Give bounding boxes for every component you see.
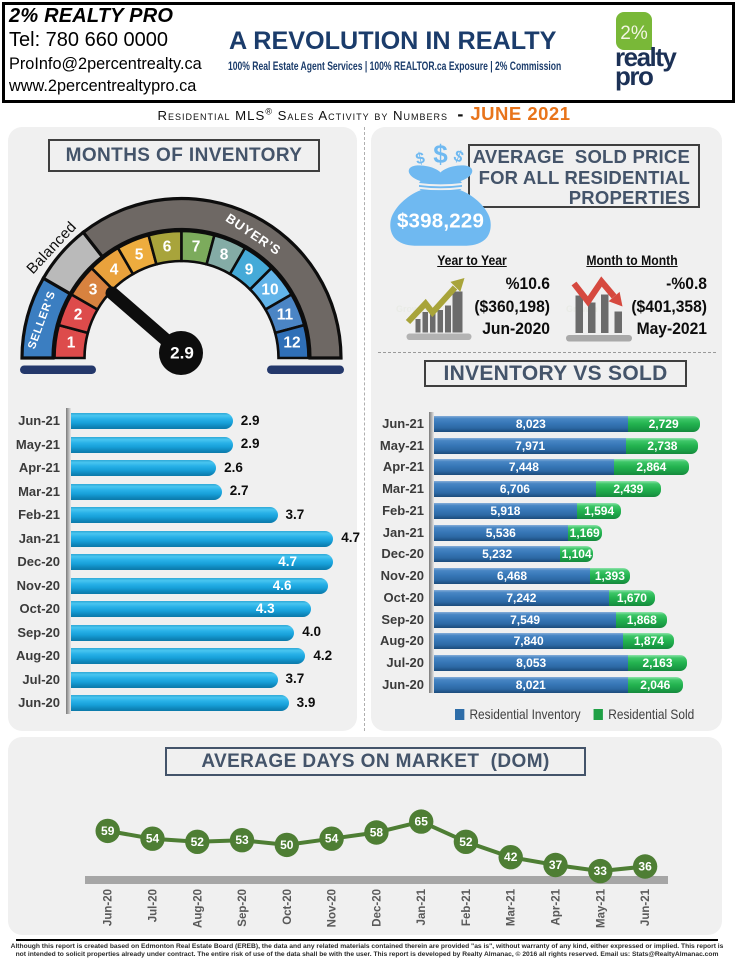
svg-text:Apr-21: Apr-21 <box>551 888 563 925</box>
svg-text:May-21: May-21 <box>595 888 607 928</box>
svg-text:8: 8 <box>220 247 229 264</box>
svg-text:6: 6 <box>163 239 172 256</box>
svg-text:7: 7 <box>192 239 201 256</box>
svg-text:54: 54 <box>146 832 160 846</box>
svg-text:2.9: 2.9 <box>170 344 194 363</box>
svg-text:Jun-21: Jun-21 <box>640 888 652 926</box>
svg-text:5: 5 <box>135 247 144 264</box>
svg-text:58: 58 <box>370 825 384 839</box>
svg-text:Jan-21: Jan-21 <box>416 888 428 925</box>
svg-text:36: 36 <box>638 860 652 874</box>
svg-text:33: 33 <box>594 864 608 878</box>
svg-text:$: $ <box>414 150 426 168</box>
svg-text:1: 1 <box>67 335 76 352</box>
svg-text:Growth: Growth <box>396 304 428 314</box>
svg-text:Nov-20: Nov-20 <box>327 889 339 927</box>
svg-text:65: 65 <box>415 815 429 829</box>
svg-text:10: 10 <box>261 282 278 299</box>
svg-text:$: $ <box>433 139 448 169</box>
svg-text:52: 52 <box>459 835 473 849</box>
svg-text:37: 37 <box>549 858 563 872</box>
svg-text:9: 9 <box>245 262 254 279</box>
svg-text:Jul-20: Jul-20 <box>148 889 160 922</box>
svg-text:54: 54 <box>325 832 339 846</box>
svg-text:52: 52 <box>191 835 205 849</box>
svg-text:Dec-20: Dec-20 <box>371 889 383 927</box>
svg-text:$398,229: $398,229 <box>397 210 484 233</box>
svg-text:Sep-20: Sep-20 <box>237 889 249 927</box>
svg-text:42: 42 <box>504 850 518 864</box>
svg-text:50: 50 <box>280 838 294 852</box>
svg-text:59: 59 <box>101 824 115 838</box>
svg-text:Oct-20: Oct-20 <box>282 889 294 925</box>
svg-text:3: 3 <box>89 282 98 299</box>
svg-text:2: 2 <box>74 307 83 324</box>
svg-text:11: 11 <box>277 307 294 324</box>
svg-text:Feb-21: Feb-21 <box>461 888 473 926</box>
svg-text:Jun-20: Jun-20 <box>103 889 115 926</box>
svg-text:Mar-21: Mar-21 <box>506 888 518 926</box>
svg-text:Aug-20: Aug-20 <box>192 889 204 928</box>
svg-text:4: 4 <box>110 262 119 279</box>
svg-text:12: 12 <box>283 335 300 352</box>
svg-text:$: $ <box>451 148 466 167</box>
svg-text:53: 53 <box>235 833 249 847</box>
